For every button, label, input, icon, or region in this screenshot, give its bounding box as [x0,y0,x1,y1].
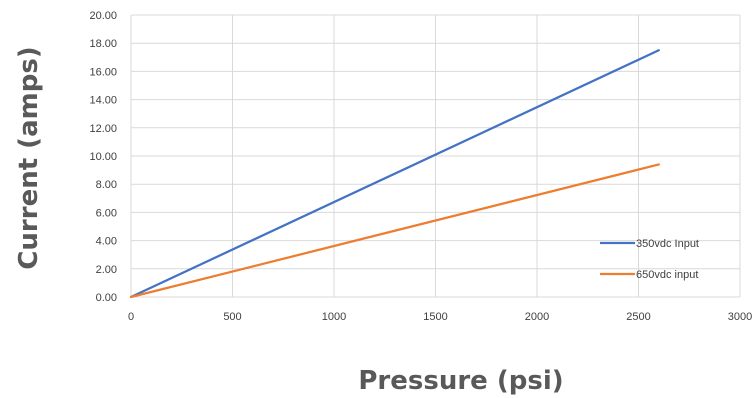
x-axis-tick-labels: 0 500 1000 1500 2000 2500 3000 [128,311,752,323]
x-tick-label: 1500 [423,311,447,323]
y-tick-label: 10.00 [89,151,117,163]
series-line-1 [129,49,660,299]
y-tick-label: 18.00 [89,38,117,50]
x-tick-label: 2000 [525,311,549,323]
y-tick-label: 8.00 [96,179,117,191]
series-lines [129,49,660,299]
x-tick-label: 500 [223,311,241,323]
y-tick-label: 20.00 [89,10,117,22]
y-tick-label: 0.00 [96,292,117,304]
x-tick-label: 2500 [626,311,650,323]
y-axis-tick-labels: 0.00 2.00 4.00 6.00 8.00 10.00 12.00 14.00 16.00… [89,10,117,304]
y-axis-title: Current (amps) [14,46,44,269]
x-tick-label: 0 [128,311,134,323]
series-line-2 [129,163,660,299]
y-tick-label: 4.00 [96,236,117,248]
y-tick-label: 2.00 [96,264,117,276]
legend-label: 350vdc Input [636,238,699,250]
y-tick-label: 12.00 [89,123,117,135]
x-axis-title: Pressure (psi) [358,366,563,396]
x-tick-label: 1000 [322,311,346,323]
x-tick-label: 3000 [728,311,752,323]
grid [130,14,741,298]
legend: 350vdc Input 650vdc input [600,238,699,281]
y-tick-label: 6.00 [96,207,117,219]
legend-label: 650vdc input [636,269,698,281]
y-tick-label: 14.00 [89,95,117,107]
y-tick-label: 16.00 [89,66,117,78]
